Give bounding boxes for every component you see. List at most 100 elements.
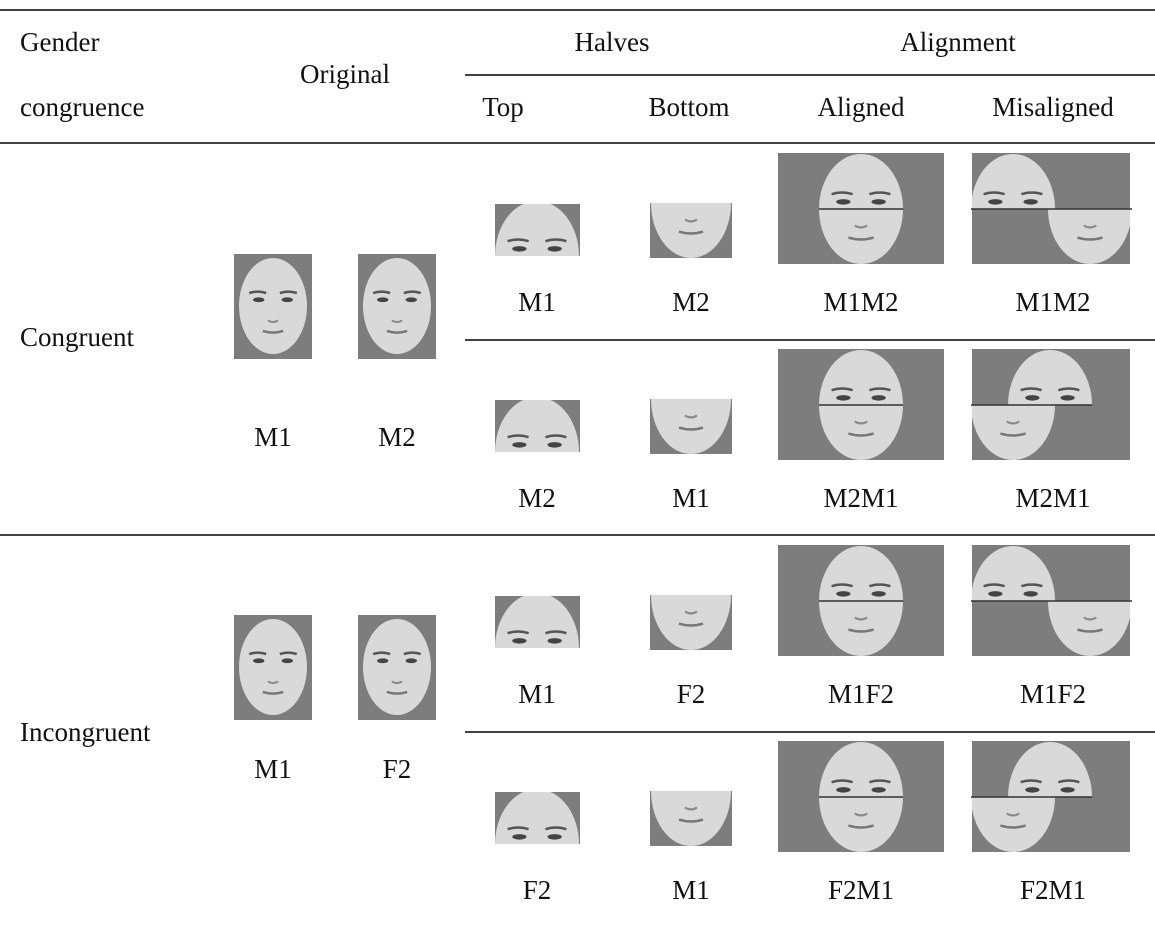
brow [983,583,1005,588]
face-skin [972,546,1055,601]
brow [699,579,719,581]
brow [545,826,567,831]
brow [545,630,567,635]
aligned-label: M1F2 [828,679,894,709]
brow [1021,191,1043,196]
face [819,742,903,797]
mouth [678,622,704,627]
face-skin [1008,350,1092,405]
face [651,579,731,650]
eye [512,442,527,448]
header-cell: Original [300,59,390,89]
mouth [262,329,284,334]
face-skin [651,203,731,258]
eye [281,297,294,303]
nose [531,469,544,471]
original-label: F2 [383,754,412,784]
original-label: M1 [254,754,292,784]
mouth [262,690,284,695]
eye [376,297,389,303]
eye [547,834,562,840]
eye [701,585,715,591]
nose [267,319,279,324]
face [239,619,307,715]
eye [871,199,886,205]
face-skin [495,596,579,648]
face-skin [495,400,579,452]
eye [512,834,527,840]
face-skin [1048,601,1130,656]
brow [831,191,853,196]
face [819,350,903,405]
face [819,209,903,264]
eye [547,638,562,644]
eye [512,638,527,644]
bottom-label: M1 [672,875,710,905]
nose [854,420,868,425]
brow [869,779,891,784]
face-skin [495,204,579,256]
eye [252,658,265,664]
brow [545,434,567,439]
face-skin [819,154,903,209]
face [1048,601,1130,656]
header-cell: Aligned [818,92,905,122]
brow [372,651,391,656]
eye [1023,591,1038,597]
eye [871,787,886,793]
eye [376,658,389,664]
original-label: M1 [254,422,292,452]
face-skin [651,399,731,454]
face [363,619,431,715]
nose [531,861,544,863]
face-skin [363,258,431,354]
face [972,405,1055,460]
eye [405,658,418,664]
brow [1058,387,1080,392]
eye [667,193,681,199]
brow [869,583,891,588]
eye [836,787,851,793]
header-cell: Top [482,92,524,122]
eye [405,297,418,303]
brow [831,779,853,784]
bottom-label: M2 [672,287,710,317]
misaligned-label: M1M2 [1015,287,1090,317]
face [972,546,1055,601]
top-label: M2 [518,483,556,513]
face-skin [819,742,903,797]
brow [279,290,298,295]
eye [547,442,562,448]
bottom-label: F2 [677,679,706,709]
face [1048,209,1130,264]
brow [663,187,683,189]
brow [831,387,853,392]
face-skin [651,791,731,846]
brow [403,651,422,656]
misaligned-label: F2M1 [1020,875,1086,905]
eye [988,591,1003,597]
brow [983,191,1005,196]
face [972,154,1055,209]
nose [854,224,868,229]
face [651,775,731,846]
face [651,187,731,258]
brow [507,826,529,831]
header-cell: Alignment [900,27,1016,57]
mouth [678,818,704,823]
eye [1060,395,1075,401]
face-skin [1008,742,1092,797]
face-skin [819,350,903,405]
brow [699,775,719,777]
face [1008,350,1092,405]
nose [1006,812,1020,817]
brow [831,583,853,588]
face [363,258,431,354]
brow [869,191,891,196]
nose [531,665,544,667]
eye [701,193,715,199]
brow [663,383,683,385]
face-skin [363,619,431,715]
brow [248,651,267,656]
mouth [1077,628,1103,633]
